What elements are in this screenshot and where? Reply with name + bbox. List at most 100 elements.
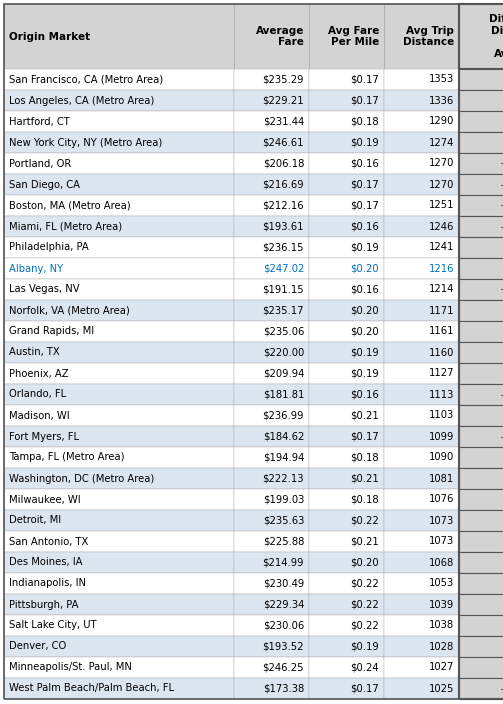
Bar [4,636,234,657]
Text: $193.61: $193.61 [263,222,304,232]
Bar [309,426,384,447]
Text: $0.17: $0.17 [350,201,379,210]
Text: $0.20: $0.20 [351,263,379,273]
Text: $0.24: $0.24 [351,662,379,672]
Bar [309,447,384,468]
Text: $0.19: $0.19 [350,242,379,253]
Bar [459,657,503,678]
Text: $0.22: $0.22 [350,515,379,525]
Text: 1073: 1073 [429,515,454,525]
Text: 1081: 1081 [429,474,454,484]
Text: 1068: 1068 [429,558,454,567]
Text: Detroit, MI: Detroit, MI [9,515,61,525]
Bar [384,447,459,468]
Text: 1090: 1090 [429,453,454,463]
Bar [384,636,459,657]
Text: Miami, FL (Metro Area): Miami, FL (Metro Area) [9,222,122,232]
Bar [234,195,309,216]
Text: 1127: 1127 [429,368,454,379]
Bar [384,300,459,321]
Text: San Diego, CA: San Diego, CA [9,180,80,189]
Bar [309,657,384,678]
Bar [234,468,309,489]
Bar [459,615,503,636]
Text: 1241: 1241 [429,242,454,253]
Bar [384,678,459,699]
Text: 1076: 1076 [429,494,454,505]
Text: 1353: 1353 [429,75,454,84]
Bar [309,279,384,300]
Bar [459,90,503,111]
Bar [384,657,459,678]
Bar [309,174,384,195]
Bar [4,678,234,699]
Bar [459,153,503,174]
Bar [4,216,234,237]
Text: -18.39%: -18.39% [500,222,503,232]
Text: 1099: 1099 [429,432,454,441]
Bar [309,531,384,552]
Bar [309,615,384,636]
Bar [4,195,234,216]
Bar [459,594,503,615]
Bar [4,363,234,384]
Text: $214.99: $214.99 [263,558,304,567]
Bar [384,69,459,90]
Bar [384,153,459,174]
Bar [4,594,234,615]
Text: Avg Trip
Distance: Avg Trip Distance [403,26,454,47]
Text: 1270: 1270 [429,180,454,189]
Bar [384,90,459,111]
Bar [234,447,309,468]
Text: $0.19: $0.19 [350,348,379,358]
Text: $209.94: $209.94 [263,368,304,379]
Text: 1038: 1038 [429,620,454,631]
Bar [459,447,503,468]
Bar [459,132,503,153]
Bar [384,258,459,279]
Text: Hartford, CT: Hartford, CT [9,116,70,127]
Bar [309,90,384,111]
Text: $181.81: $181.81 [263,389,304,399]
Bar [4,426,234,447]
Bar [384,216,459,237]
Text: Average
Fare: Average Fare [256,26,304,47]
Bar [384,405,459,426]
Bar [4,405,234,426]
Bar [309,636,384,657]
Text: Milwaukee, WI: Milwaukee, WI [9,494,80,505]
Text: -11.16%: -11.16% [500,684,503,693]
Text: $0.21: $0.21 [350,474,379,484]
Bar [4,300,234,321]
Bar [384,426,459,447]
Bar [309,573,384,594]
Bar [459,258,503,279]
Bar [459,510,503,531]
Text: Los Angeles, CA (Metro Area): Los Angeles, CA (Metro Area) [9,96,154,106]
Text: $0.17: $0.17 [350,432,379,441]
Bar [309,195,384,216]
Text: Tampa, FL (Metro Area): Tampa, FL (Metro Area) [9,453,125,463]
Bar [459,342,503,363]
Text: $235.63: $235.63 [263,515,304,525]
Text: 1251: 1251 [429,201,454,210]
Text: $235.29: $235.29 [263,75,304,84]
Text: Pittsburgh, PA: Pittsburgh, PA [9,600,78,610]
Text: $193.52: $193.52 [263,641,304,651]
Bar [384,510,459,531]
Bar [4,489,234,510]
Text: $0.19: $0.19 [350,137,379,148]
Bar [4,279,234,300]
Text: $236.99: $236.99 [263,410,304,420]
Text: $0.18: $0.18 [351,116,379,127]
Text: Phoenix, AZ: Phoenix, AZ [9,368,68,379]
Text: $0.18: $0.18 [351,494,379,505]
Bar [384,174,459,195]
Bar [234,111,309,132]
Text: 1171: 1171 [429,306,454,315]
Bar [4,573,234,594]
Text: $231.44: $231.44 [263,116,304,127]
Bar [384,342,459,363]
Text: 1216: 1216 [429,263,454,273]
Bar [459,174,503,195]
